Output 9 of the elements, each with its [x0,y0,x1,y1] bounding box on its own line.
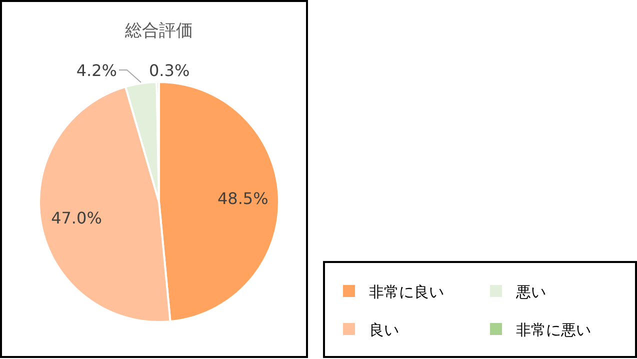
legend-label: 良い [369,321,399,339]
chart-title: 総合評価 [124,21,193,41]
legend-label: 悪い [515,283,546,301]
data-label: 47.0% [51,208,102,228]
legend-label: 非常に良い [369,283,444,301]
legend-label: 非常に悪い [516,321,591,339]
data-label: 0.3% [149,61,190,80]
data-label: 4.2% [76,61,117,80]
data-label: 48.5% [217,189,268,208]
